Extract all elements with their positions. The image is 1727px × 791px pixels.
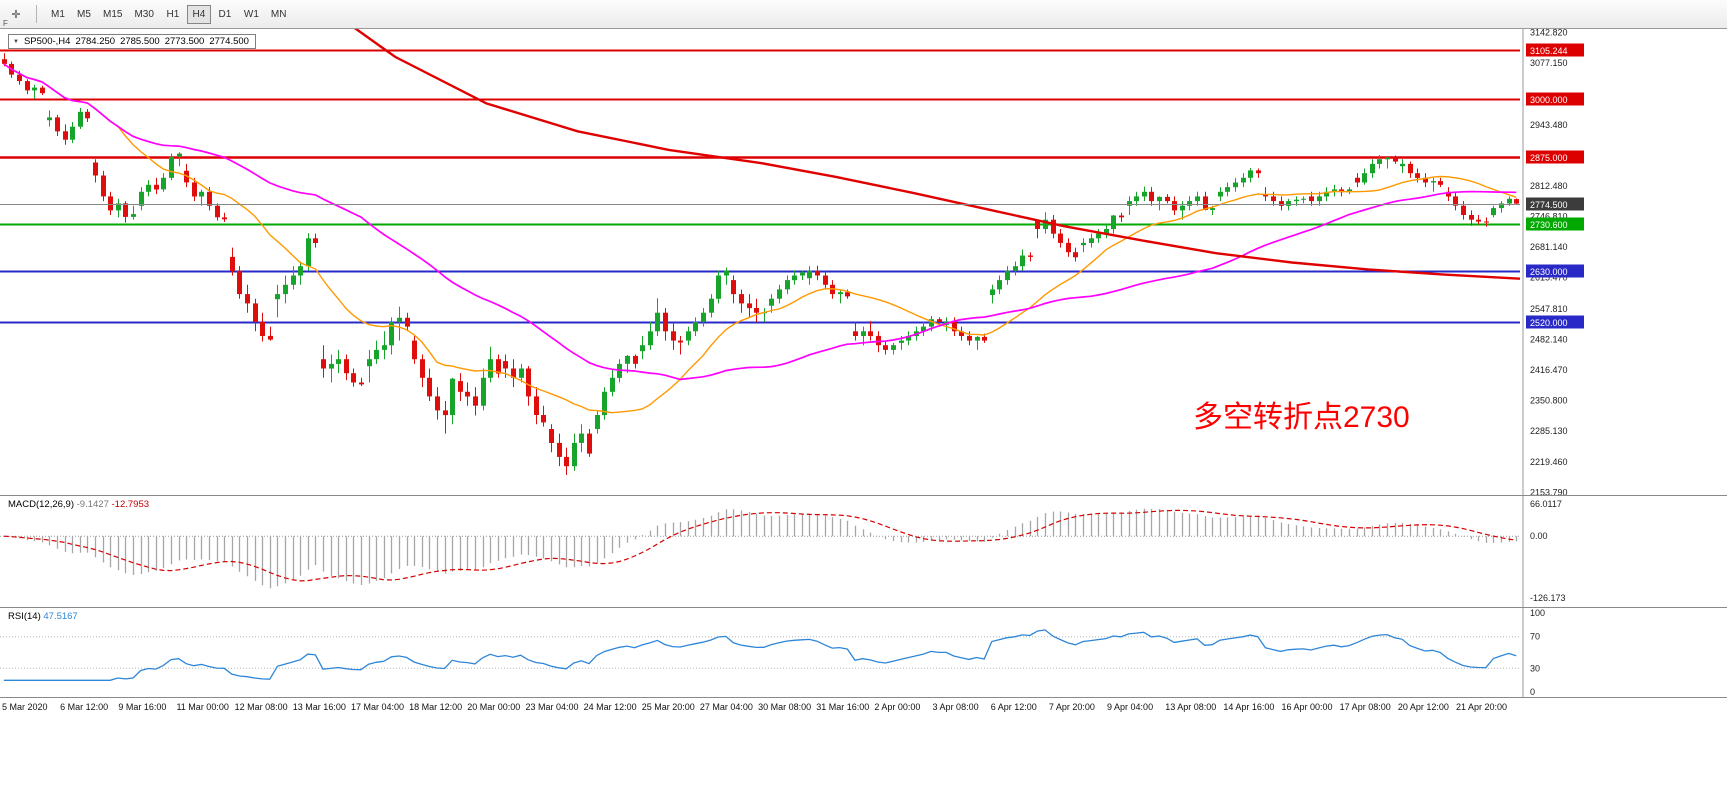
timeframe-w1[interactable]: W1 [239, 5, 264, 24]
svg-text:-126.173: -126.173 [1530, 593, 1566, 603]
ohlc-close: 2774.500 [209, 36, 249, 47]
svg-text:2681.140: 2681.140 [1530, 242, 1568, 252]
svg-text:2153.790: 2153.790 [1530, 487, 1568, 495]
time-axis-label: 9 Mar 16:00 [118, 702, 167, 712]
svg-text:0: 0 [1530, 687, 1535, 697]
timeframe-h1[interactable]: H1 [161, 5, 185, 24]
time-axis-label: 24 Mar 12:00 [583, 702, 637, 712]
svg-text:2350.800: 2350.800 [1530, 396, 1568, 406]
time-axis-label: 21 Apr 20:00 [1456, 702, 1508, 712]
svg-text:2746.810: 2746.810 [1530, 212, 1568, 222]
time-axis-label: 17 Apr 08:00 [1339, 702, 1391, 712]
chart-annotation: 多空转折点2730 [1193, 401, 1410, 434]
svg-text:2615.470: 2615.470 [1530, 273, 1568, 283]
time-axis-label: 13 Mar 16:00 [292, 702, 346, 712]
svg-text:66.0117: 66.0117 [1530, 499, 1562, 509]
time-axis-label: 30 Mar 08:00 [758, 702, 812, 712]
toolbar-separator [36, 5, 37, 23]
time-axis-label: 13 Apr 08:00 [1165, 702, 1217, 712]
time-axis-label: 20 Apr 12:00 [1397, 702, 1449, 712]
svg-text:3142.820: 3142.820 [1530, 29, 1568, 37]
timeframe-buttons: M1 M5 M15 M30 H1 H4 D1 W1 MN [45, 4, 292, 24]
timeframe-m30[interactable]: M30 [129, 5, 158, 24]
time-axis-label: 5 Mar 2020 [2, 702, 48, 712]
svg-text:2730.600: 2730.600 [1530, 220, 1568, 230]
rsi-label: RSI(14) [8, 611, 41, 622]
rsi-chart[interactable]: 100 70 30 0 [0, 608, 1727, 697]
svg-text:100: 100 [1530, 608, 1545, 618]
time-axis-label: 16 Apr 00:00 [1281, 702, 1333, 712]
time-axis: 5 Mar 2020 6 Mar 12:00 9 Mar 16:00 11 Mar 0… [0, 697, 1727, 718]
svg-text:2774.500: 2774.500 [1530, 200, 1568, 210]
rsi-header: RSI(14) 47.5167 [8, 611, 78, 622]
rsi-panel[interactable]: 100 70 30 0 RSI(14) 47.5167 [0, 607, 1727, 697]
crosshair-tool[interactable]: ✛ [5, 4, 27, 24]
svg-text:2219.460: 2219.460 [1530, 457, 1568, 467]
timeframe-m15[interactable]: M15 [98, 5, 127, 24]
time-axis-label: 17 Mar 04:00 [350, 702, 404, 712]
timeframe-h4[interactable]: H4 [186, 5, 211, 24]
ohlc-open: 2784.250 [75, 36, 116, 47]
collapse-triangle-icon[interactable]: ▼ [13, 38, 19, 45]
macd-panel[interactable]: 66.0117 0.00 -126.173 MACD(12,26,9) -9.142… [0, 495, 1727, 607]
chart-header: ▼ SP500-,H4 2784.250 2785.500 2773.500 2… [8, 34, 256, 49]
macd-value-main: -9.1427 [76, 499, 109, 510]
timeframe-m1[interactable]: M1 [46, 5, 70, 24]
svg-text:2812.480: 2812.480 [1530, 181, 1568, 191]
svg-text:3000.000: 3000.000 [1530, 95, 1568, 105]
svg-text:2285.130: 2285.130 [1530, 426, 1568, 436]
time-axis-label: 3 Apr 08:00 [932, 702, 979, 712]
time-axis-label: 6 Apr 12:00 [990, 702, 1037, 712]
macd-value-signal: -12.7953 [111, 499, 150, 510]
toolbar-f-tag: F [3, 19, 8, 28]
time-axis-label: 2 Apr 00:00 [874, 702, 921, 712]
svg-text:2482.140: 2482.140 [1530, 335, 1568, 345]
time-axis-label: 27 Mar 04:00 [699, 702, 753, 712]
time-axis-label: 11 Mar 00:00 [176, 702, 229, 712]
svg-text:3105.244: 3105.244 [1530, 46, 1568, 56]
timeframe-m5[interactable]: M5 [72, 5, 96, 24]
svg-text:30: 30 [1530, 663, 1540, 673]
svg-text:0.00: 0.00 [1530, 531, 1548, 541]
macd-label: MACD(12,26,9) [8, 499, 74, 510]
time-axis-label: 23 Mar 04:00 [525, 702, 579, 712]
time-axis-label: 6 Mar 12:00 [60, 702, 109, 712]
timeframe-d1[interactable]: D1 [213, 5, 237, 24]
svg-text:2547.810: 2547.810 [1530, 304, 1568, 314]
svg-text:2875.000: 2875.000 [1530, 153, 1568, 163]
candlestick-chart[interactable]: 3142.820 3077.150 2943.480 2812.480 2746.810… [0, 29, 1727, 495]
rsi-value: 47.5167 [43, 611, 78, 622]
time-axis-label: 9 Apr 04:00 [1107, 702, 1154, 712]
time-axis-label: 20 Mar 00:00 [467, 702, 521, 712]
ohlc-low: 2773.500 [164, 36, 205, 47]
timeframe-mn[interactable]: MN [266, 5, 292, 24]
svg-text:2416.470: 2416.470 [1530, 365, 1568, 375]
ohlc-high: 2785.500 [120, 36, 160, 47]
time-axis-label: 14 Apr 16:00 [1223, 702, 1275, 712]
macd-chart[interactable]: 66.0117 0.00 -126.173 [0, 496, 1727, 607]
time-axis-label: 18 Mar 12:00 [409, 702, 463, 712]
time-axis-label: 31 Mar 16:00 [816, 702, 870, 712]
svg-text:3077.150: 3077.150 [1530, 58, 1568, 68]
svg-text:70: 70 [1530, 632, 1540, 642]
time-axis-label: 25 Mar 20:00 [641, 702, 695, 712]
price-chart-panel[interactable]: 3142.820 3077.150 2943.480 2812.480 2746.810… [0, 29, 1727, 495]
time-axis-label: 12 Mar 08:00 [234, 702, 288, 712]
chart-symbol: SP500-,H4 [23, 36, 71, 47]
time-axis-label: 7 Apr 20:00 [1048, 702, 1095, 712]
macd-header: MACD(12,26,9) -9.1427 -12.7953 [8, 499, 149, 510]
svg-text:2630.000: 2630.000 [1530, 267, 1568, 277]
svg-text:2520.000: 2520.000 [1530, 318, 1568, 328]
svg-text:2943.480: 2943.480 [1530, 120, 1568, 130]
